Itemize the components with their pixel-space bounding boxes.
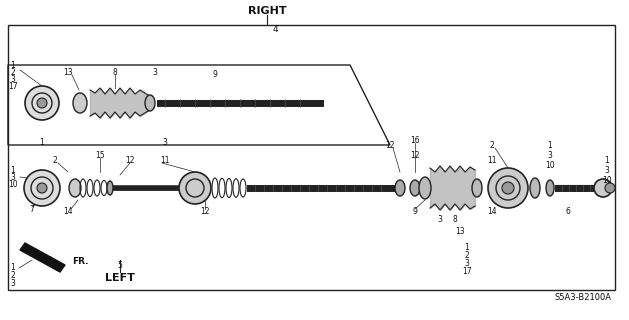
Text: 15: 15 [95,150,105,159]
Text: 1: 1 [40,138,45,147]
Text: FR.: FR. [72,258,89,267]
Text: 5: 5 [118,260,123,269]
Text: 10: 10 [8,180,18,188]
Text: 1: 1 [11,263,15,273]
Ellipse shape [419,177,431,199]
Ellipse shape [395,180,405,196]
Text: RIGHT: RIGHT [248,6,286,16]
Text: 4: 4 [272,25,278,34]
Text: 6: 6 [565,207,571,217]
Ellipse shape [546,180,554,196]
Text: 12: 12 [125,156,135,164]
Text: 3: 3 [11,75,16,84]
Text: 14: 14 [487,207,497,217]
Ellipse shape [472,179,482,197]
Ellipse shape [530,178,540,198]
Circle shape [37,183,47,193]
Text: 1: 1 [11,60,15,69]
Text: 9: 9 [213,69,218,78]
Text: 2: 2 [11,271,15,281]
Text: 1: 1 [548,140,552,149]
Text: 3: 3 [11,279,16,289]
Text: 3: 3 [153,68,157,76]
Polygon shape [20,243,65,272]
Text: LEFT: LEFT [105,273,135,283]
Ellipse shape [410,180,420,196]
Text: 1: 1 [11,165,15,174]
Text: 3: 3 [438,215,442,225]
Text: 14: 14 [63,207,73,217]
Circle shape [25,86,59,120]
Text: 1: 1 [465,243,469,252]
Text: 10: 10 [602,175,612,185]
Text: 12: 12 [200,207,209,217]
Circle shape [605,183,615,193]
Text: 9: 9 [413,207,418,217]
Circle shape [502,182,514,194]
Text: 3: 3 [604,165,610,174]
Text: 11: 11 [160,156,170,164]
Text: 3: 3 [548,150,552,159]
Text: 2: 2 [11,68,15,76]
Ellipse shape [69,179,81,197]
Text: S5A3-B2100A: S5A3-B2100A [555,293,612,302]
Text: 7: 7 [30,205,35,214]
Text: 16: 16 [410,135,420,145]
Text: 3: 3 [11,172,16,181]
Text: 1: 1 [604,156,610,164]
Ellipse shape [145,95,155,111]
Text: 10: 10 [545,161,555,170]
Circle shape [594,179,612,197]
Text: 8: 8 [113,68,118,76]
Circle shape [488,168,528,208]
Text: 8: 8 [453,215,457,225]
Circle shape [24,170,60,206]
Text: 2: 2 [489,140,494,149]
Circle shape [37,98,47,108]
Text: 17: 17 [8,82,18,91]
Text: 12: 12 [410,150,420,159]
Text: 12: 12 [385,140,395,149]
Text: 3: 3 [162,138,167,147]
Text: 13: 13 [63,68,73,76]
Text: 11: 11 [487,156,497,164]
Text: 2: 2 [465,251,469,260]
Circle shape [179,172,211,204]
Text: 3: 3 [465,259,469,268]
Text: 2: 2 [53,156,57,164]
Ellipse shape [73,93,87,113]
Text: 13: 13 [455,228,465,236]
Ellipse shape [107,181,113,195]
Text: 17: 17 [462,267,472,276]
